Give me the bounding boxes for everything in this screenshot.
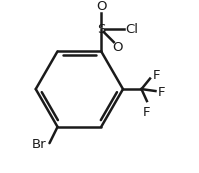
Text: O: O	[112, 41, 122, 54]
Text: F: F	[158, 86, 166, 99]
Text: Cl: Cl	[126, 23, 139, 36]
Text: Br: Br	[32, 138, 47, 151]
Text: F: F	[143, 106, 151, 119]
Text: O: O	[96, 0, 106, 13]
Text: S: S	[97, 23, 105, 36]
Text: F: F	[153, 69, 160, 82]
